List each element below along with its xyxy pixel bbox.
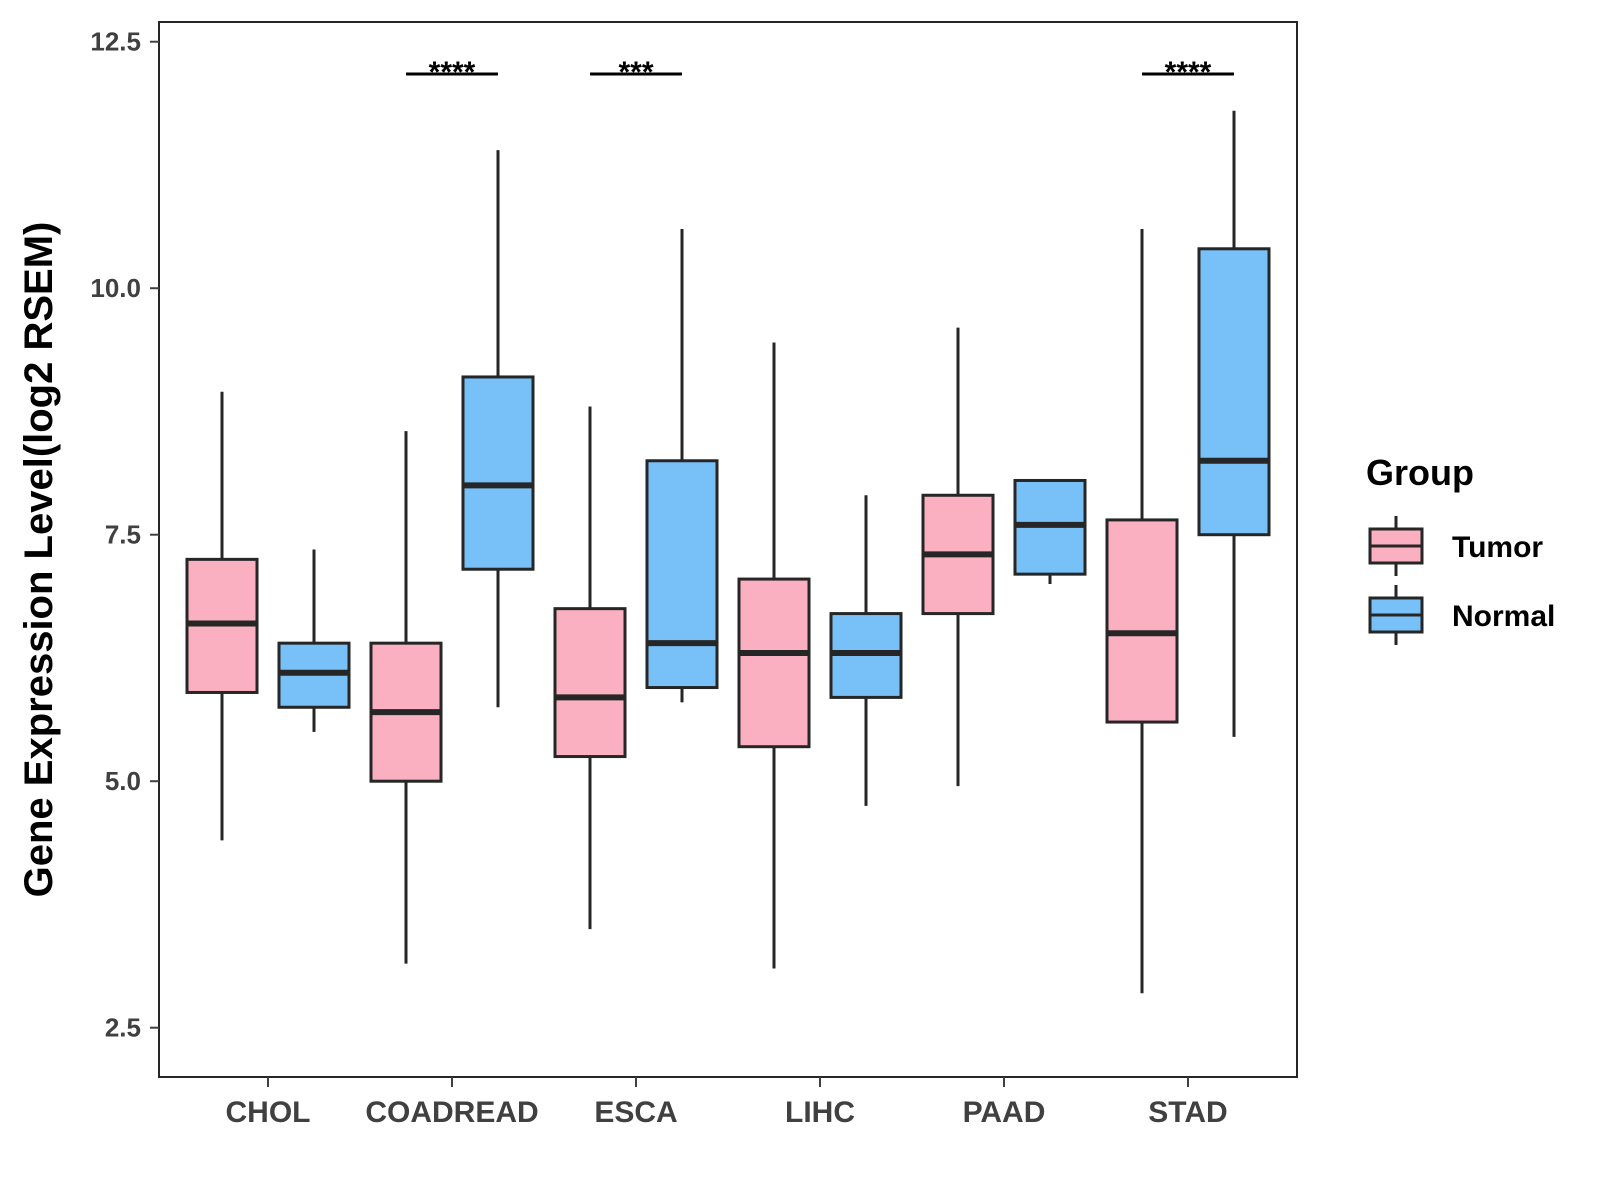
significance-label: *** xyxy=(618,56,653,89)
iqr-box xyxy=(1105,518,1179,724)
normal-box-lihc xyxy=(829,495,903,806)
y-tick-label: 7.5 xyxy=(105,520,141,550)
y-tick-label: 10.0 xyxy=(90,273,141,303)
iqr-box xyxy=(1197,247,1271,537)
iqr-box xyxy=(737,577,811,749)
normal-box-esca xyxy=(645,229,719,703)
iqr-box xyxy=(461,375,535,571)
legend-title: Group xyxy=(1366,452,1474,493)
significance-label: **** xyxy=(429,56,476,89)
boxes-layer xyxy=(185,110,1271,994)
x-tick-label: PAAD xyxy=(963,1096,1046,1129)
x-tick-label: ESCA xyxy=(594,1096,677,1129)
y-tick-label: 5.0 xyxy=(105,766,141,796)
normal-box-chol xyxy=(277,549,351,732)
legend-item-tumor: Tumor xyxy=(1368,516,1543,576)
significance-layer: **** *** **** xyxy=(406,56,1234,89)
tumor-box-chol xyxy=(185,391,259,841)
legend-label: Normal xyxy=(1452,600,1555,633)
tumor-box-esca xyxy=(553,406,627,930)
significance-marker: **** xyxy=(406,56,498,89)
y-axis: 2.5 5.0 7.5 10.0 12.5 xyxy=(90,27,159,1043)
tumor-box-lihc xyxy=(737,342,811,969)
x-tick-label: LIHC xyxy=(785,1096,855,1129)
normal-box-coadread xyxy=(461,150,535,708)
x-tick-label: STAD xyxy=(1148,1096,1227,1129)
x-tick-label: CHOL xyxy=(226,1096,311,1129)
plot-panel-border xyxy=(158,21,1298,1078)
iqr-box xyxy=(553,607,627,759)
tumor-box-paad xyxy=(921,327,995,787)
legend: Group Tumor Normal xyxy=(1366,452,1555,645)
normal-box-paad xyxy=(1013,478,1087,585)
legend-item-normal: Normal xyxy=(1368,585,1555,645)
y-tick-label: 12.5 xyxy=(90,27,141,57)
x-axis: CHOL COADREAD ESCA LIHC PAAD STAD xyxy=(226,1077,1228,1129)
significance-label: **** xyxy=(1165,56,1212,89)
x-tick-label: COADREAD xyxy=(365,1096,538,1129)
tumor-box-coadread xyxy=(369,431,443,964)
tumor-box-stad xyxy=(1105,229,1179,994)
y-axis-title: Gene Expression Level(log2 RSEM) xyxy=(17,222,61,898)
significance-marker: **** xyxy=(1142,56,1234,89)
normal-box-stad xyxy=(1197,110,1271,737)
legend-label: Tumor xyxy=(1452,531,1543,564)
iqr-box xyxy=(645,459,719,690)
y-tick-label: 2.5 xyxy=(105,1013,141,1043)
significance-marker: *** xyxy=(590,56,682,89)
